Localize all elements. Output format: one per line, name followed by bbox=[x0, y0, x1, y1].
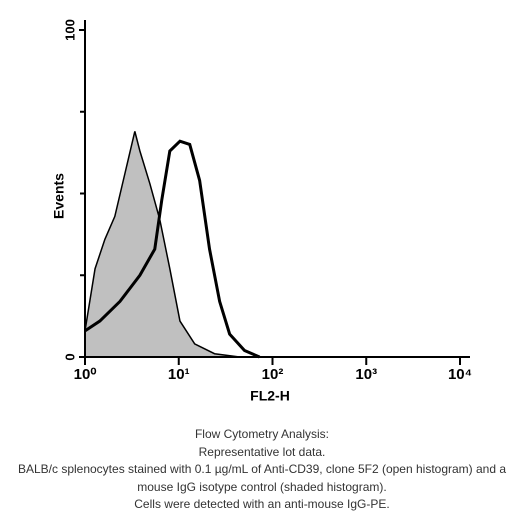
caption-line: BALB/c splenocytes stained with 0.1 µg/m… bbox=[17, 462, 507, 476]
x-tick-label: 10² bbox=[262, 366, 284, 383]
x-axis-label: FL2-H bbox=[250, 388, 290, 404]
x-tick-label: 10⁴ bbox=[448, 366, 472, 383]
histogram bbox=[84, 131, 240, 358]
caption-line: Flow Cytometry Analysis: bbox=[194, 427, 330, 441]
caption-line: Cells were detected with an anti-mouse I… bbox=[134, 497, 390, 511]
x-tick-label: 10⁰ bbox=[74, 366, 97, 383]
y-tick-label: 0 bbox=[62, 353, 77, 360]
caption-line: Representative lot data. bbox=[198, 444, 326, 459]
histogram bbox=[84, 139, 261, 359]
chart: Events FL2-H 0 100 10⁰ 10¹ 10² 10³ 10⁴ bbox=[50, 19, 473, 404]
y-axis-label: Events bbox=[51, 173, 67, 219]
x-tick-label: 10³ bbox=[355, 366, 377, 383]
y-tick-label: 100 bbox=[62, 19, 77, 41]
caption-line: mouse IgG isotype control (shaded histog… bbox=[137, 479, 387, 494]
x-tick-label: 10¹ bbox=[168, 366, 190, 383]
